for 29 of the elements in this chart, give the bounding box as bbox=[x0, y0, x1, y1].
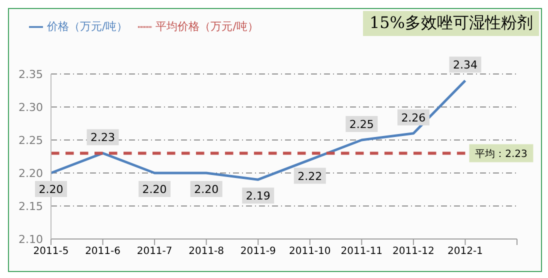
data-label: 2.19 bbox=[246, 190, 270, 203]
y-tick-label: 2.20 bbox=[18, 166, 43, 180]
x-tick-label: 2011-10 bbox=[288, 246, 331, 258]
data-label: 2.25 bbox=[349, 118, 374, 131]
data-label: 2.20 bbox=[194, 183, 219, 196]
data-label: 2.23 bbox=[90, 131, 116, 144]
y-tick-label: 2.15 bbox=[18, 200, 43, 213]
data-label: 2.34 bbox=[452, 58, 478, 72]
data-label: 2.26 bbox=[401, 111, 426, 124]
legend-label: 平均价格（万元/吨） bbox=[156, 20, 258, 33]
line-series bbox=[50, 79, 466, 181]
legend-label: 价格（万元/吨） bbox=[47, 20, 128, 33]
x-tick-label: 2011-11 bbox=[340, 246, 383, 258]
x-tick-label: 2011-9 bbox=[240, 246, 276, 258]
y-tick-label: 2.25 bbox=[18, 134, 43, 147]
data-label: 2.22 bbox=[298, 170, 322, 183]
x-tick-label: 2011-8 bbox=[188, 246, 224, 258]
y-tick-label: 2.30 bbox=[18, 100, 43, 114]
y-tick-label: 2.10 bbox=[18, 232, 43, 246]
y-tick-label: 2.35 bbox=[18, 68, 43, 81]
chart-title: 15%多效唑可湿性粉剂 bbox=[363, 11, 539, 36]
x-tick-label: 2011-7 bbox=[136, 246, 172, 258]
annotation: 平均：2.23 bbox=[475, 148, 528, 160]
x-tick-label: 2011-5 bbox=[33, 246, 69, 258]
x-tick-label: 2012-1 bbox=[448, 246, 483, 258]
x-tick-label: 2011-12 bbox=[392, 246, 434, 258]
x-tick-label: 2011-6 bbox=[85, 246, 120, 258]
data-label: 2.20 bbox=[142, 183, 167, 196]
data-label: 2.20 bbox=[38, 183, 64, 196]
